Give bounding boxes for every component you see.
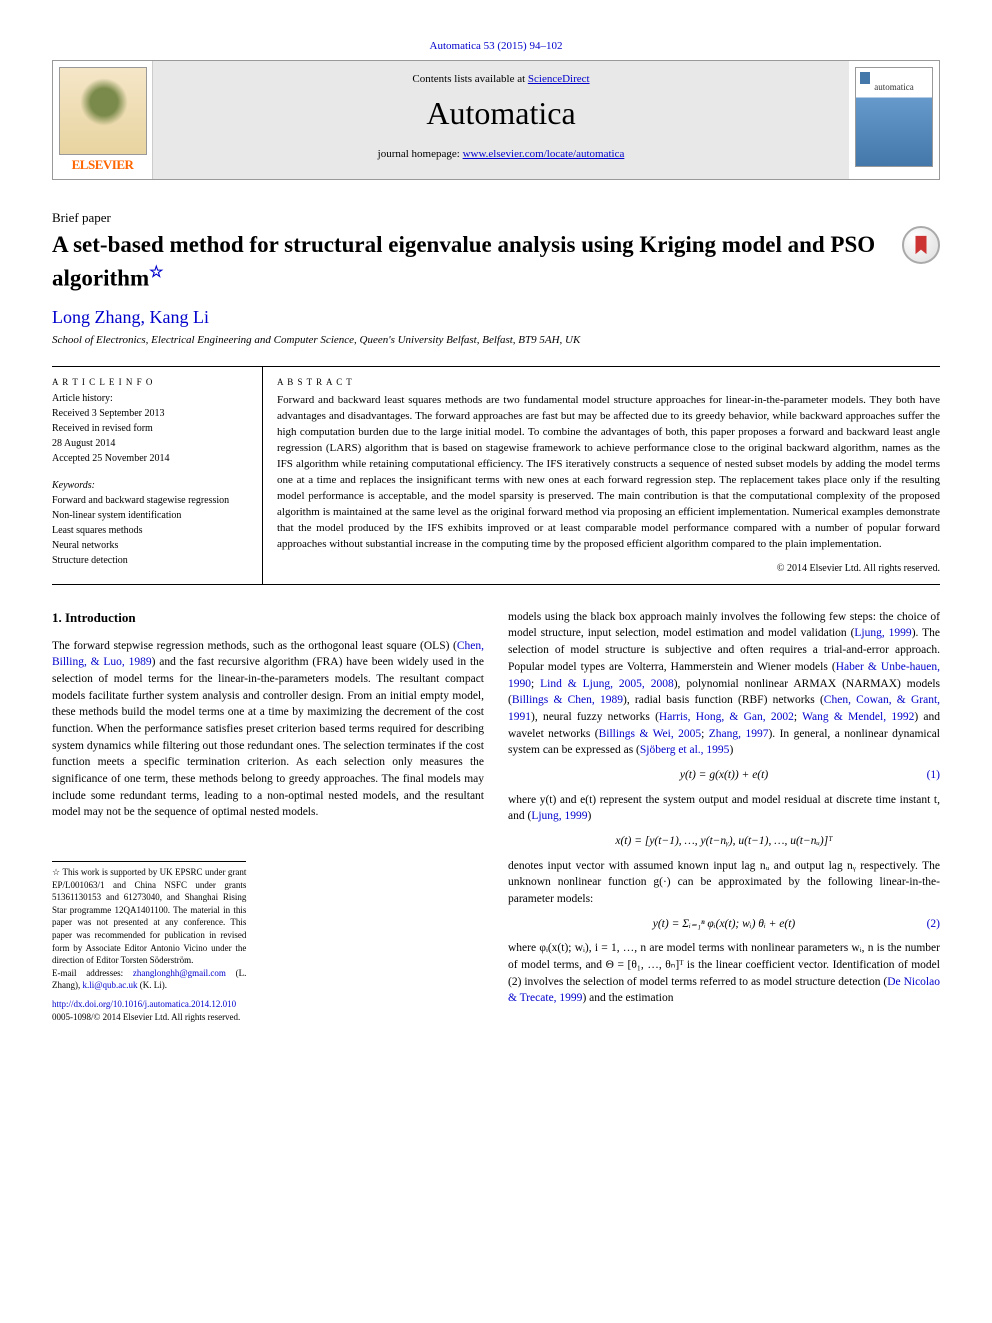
journal-homepage: journal homepage: www.elsevier.com/locat…: [153, 148, 849, 160]
sciencedirect-link[interactable]: ScienceDirect: [528, 73, 590, 85]
crossmark-icon[interactable]: [902, 226, 940, 264]
history-label: Article history:: [52, 391, 248, 406]
copyright-bottom: 0005-1098/© 2014 Elsevier Ltd. All right…: [52, 1011, 484, 1024]
homepage-link[interactable]: www.elsevier.com/locate/automatica: [463, 148, 625, 160]
equation: y(t) = g(x(t)) + e(t)(1): [508, 767, 940, 784]
footnote: E-mail addresses: zhanglonghh@gmail.com …: [52, 967, 246, 992]
journal-cover: [849, 61, 939, 179]
citation-link[interactable]: Ljung, 1999: [854, 627, 911, 639]
history-revised-label: Received in revised form: [52, 421, 248, 436]
email-link[interactable]: k.li@qub.ac.uk: [83, 980, 138, 990]
author-link[interactable]: Long Zhang: [52, 307, 140, 327]
elsevier-logo: ELSEVIER: [53, 61, 153, 179]
keywords-label: Keywords:: [52, 478, 248, 493]
title-footnote-link[interactable]: ☆: [149, 264, 163, 281]
equation: y(t) = Σᵢ₌₁ⁿ φᵢ(x(t); wᵢ) θᵢ + e(t)(2): [508, 916, 940, 933]
affiliation: School of Electronics, Electrical Engine…: [52, 334, 940, 346]
keyword: Structure detection: [52, 553, 248, 568]
citation-link[interactable]: Sjöberg et al., 1995: [640, 744, 730, 756]
author-link[interactable]: Kang Li: [149, 307, 208, 327]
citation-link[interactable]: Billings & Wei, 2005: [599, 728, 702, 740]
citation-link[interactable]: Wang & Mendel, 1992: [802, 711, 914, 723]
body-paragraph: where y(t) and e(t) represent the system…: [508, 792, 940, 825]
body-paragraph: models using the black box approach main…: [508, 609, 940, 759]
footnotes: ☆ This work is supported by UK EPSRC und…: [52, 861, 246, 992]
citation-link[interactable]: Billings & Chen, 1989: [512, 694, 623, 706]
history-revised-date: 28 August 2014: [52, 436, 248, 451]
doi-link[interactable]: http://dx.doi.org/10.1016/j.automatica.2…: [52, 999, 236, 1009]
keyword: Non-linear system identification: [52, 508, 248, 523]
eq-number-link[interactable]: (1): [927, 769, 940, 781]
column-right: models using the black box approach main…: [508, 609, 940, 1024]
abstract-text: Forward and backward least squares metho…: [277, 393, 940, 552]
title-text: A set-based method for structural eigenv…: [52, 232, 875, 291]
keywords: Keywords: Forward and backward stagewise…: [52, 478, 248, 568]
history-received: Received 3 September 2013: [52, 406, 248, 421]
article-history: Article history: Received 3 September 20…: [52, 391, 248, 466]
footnote: ☆ This work is supported by UK EPSRC und…: [52, 866, 246, 967]
email-link[interactable]: zhanglonghh@gmail.com: [133, 968, 226, 978]
body-paragraph: denotes input vector with assumed known …: [508, 858, 940, 908]
paper-title: A set-based method for structural eigenv…: [52, 230, 940, 293]
copyright: © 2014 Elsevier Ltd. All rights reserved…: [277, 563, 940, 574]
contents-available: Contents lists available at ScienceDirec…: [153, 73, 849, 85]
authors: Long Zhang, Kang Li: [52, 307, 940, 328]
journal-header: ELSEVIER Contents lists available at Sci…: [52, 60, 940, 180]
elsevier-tree-icon: [59, 67, 147, 155]
keyword: Least squares methods: [52, 523, 248, 538]
journal-name: Automatica: [153, 95, 849, 132]
citation-link[interactable]: Harris, Hong, & Gan, 2002: [659, 711, 794, 723]
cover-thumbnail: [855, 67, 933, 167]
keyword: Neural networks: [52, 538, 248, 553]
eq-number-link[interactable]: (2): [927, 918, 940, 930]
elsevier-label: ELSEVIER: [59, 157, 146, 173]
column-left: 1. Introduction The forward stepwise reg…: [52, 609, 484, 1024]
paper-type: Brief paper: [52, 210, 940, 226]
body-paragraph: where φᵢ(x(t); wᵢ), i = 1, …, n are mode…: [508, 940, 940, 1007]
section-heading: 1. Introduction: [52, 609, 484, 628]
keyword: Forward and backward stagewise regressio…: [52, 493, 248, 508]
history-accepted: Accepted 25 November 2014: [52, 451, 248, 466]
journal-reference: Automatica 53 (2015) 94–102: [52, 40, 940, 52]
citation-link[interactable]: Ljung, 1999: [531, 810, 587, 822]
citation-link[interactable]: Zhang, 1997: [709, 728, 769, 740]
doi: http://dx.doi.org/10.1016/j.automatica.2…: [52, 998, 484, 1011]
article-info-label: A R T I C L E I N F O: [52, 377, 248, 387]
homepage-prefix: journal homepage:: [378, 148, 463, 160]
abstract-label: A B S T R A C T: [277, 377, 940, 387]
citation-link[interactable]: Lind & Ljung, 2005, 2008: [540, 678, 674, 690]
contents-prefix: Contents lists available at: [412, 73, 527, 85]
equation: x(t) = [y(t−1), …, y(t−nᵧ), u(t−1), …, u…: [508, 833, 940, 850]
body-paragraph: The forward stepwise regression methods,…: [52, 638, 484, 821]
